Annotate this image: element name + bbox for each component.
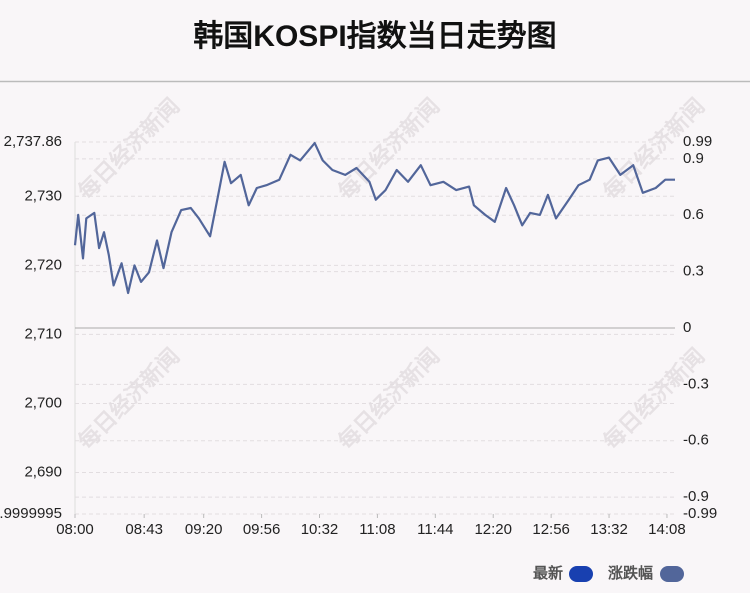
- watermark: 每日经济新闻: [333, 343, 444, 454]
- line: [73, 142, 675, 295]
- x-tick-label: 12:20: [474, 521, 512, 538]
- legend-label: 涨跌幅: [608, 564, 653, 582]
- x-tick-label: 14:08: [648, 521, 686, 538]
- x-tick-label: 11:44: [417, 521, 453, 538]
- x-tick-label: 12:56: [532, 521, 570, 538]
- x-tick-label: 09:20: [185, 521, 223, 538]
- y-tick-label: 2,730: [24, 187, 62, 204]
- y2-tick-label: 0.3: [683, 263, 704, 280]
- y2-tick-label: -0.6: [683, 432, 709, 449]
- x-tick-label: 08:00: [56, 521, 94, 538]
- x-tick-label: 10:32: [301, 521, 339, 538]
- legend-label: 最新: [533, 564, 563, 582]
- x-tick-label: 09:56: [243, 521, 281, 538]
- chart-title: 韩国KOSPI指数当日走势图: [193, 20, 556, 53]
- x-tick-label: 13:32: [590, 521, 628, 538]
- y-tick-label: 2,700: [24, 394, 62, 411]
- y-tick-label: 2,710: [24, 325, 62, 342]
- y2-tick-label: -0.3: [683, 375, 709, 392]
- y2-tick-label: 0: [683, 319, 691, 336]
- x-tick-label: 08:43: [125, 521, 163, 538]
- legend-swatch: [660, 566, 684, 582]
- watermark: 每日经济新闻: [73, 93, 184, 204]
- y-tick-label: 2,737.86: [4, 133, 62, 150]
- y2-tick-label: 0.6: [683, 206, 704, 223]
- y2-tick-label: 0.9: [683, 150, 704, 167]
- y-tick-label: 2,720: [24, 256, 62, 273]
- y-tick-label: 2,690: [24, 464, 62, 481]
- y2-tick-label: -0.99: [683, 505, 717, 522]
- y2-tick-label: -0.9: [683, 488, 709, 505]
- watermark: 每日经济新闻: [333, 93, 444, 204]
- watermark: 每日经济新闻: [73, 343, 184, 454]
- y2-tick-label: 0.99: [683, 133, 712, 150]
- y-tick-label: 2,683.9999995: [0, 505, 62, 522]
- legend-swatch: [569, 566, 593, 582]
- x-tick-label: 11:08: [359, 521, 395, 538]
